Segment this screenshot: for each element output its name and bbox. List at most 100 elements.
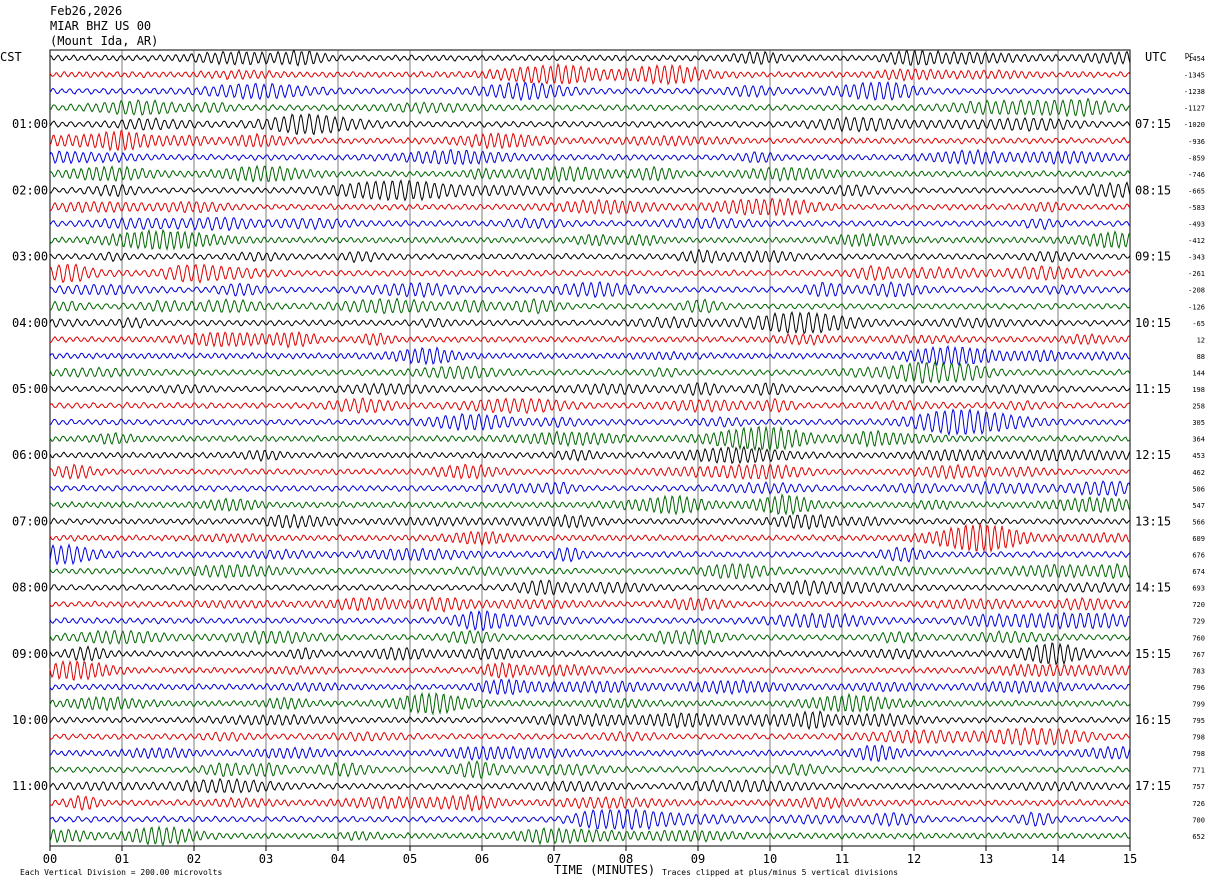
- dc-offset-label: 506: [1192, 485, 1205, 493]
- dc-offset-label: 693: [1192, 585, 1205, 593]
- seismic-trace: [49, 148, 1131, 166]
- seismic-trace: [49, 691, 1131, 716]
- seismic-trace: [49, 197, 1131, 217]
- dc-offset-label: 720: [1192, 601, 1205, 609]
- x-tick-label: 01: [115, 852, 129, 866]
- x-tick-label: 02: [187, 852, 201, 866]
- dc-offset-label: -1345: [1184, 72, 1205, 80]
- seismic-trace: [49, 445, 1131, 465]
- dc-offset-label: -583: [1188, 204, 1205, 212]
- seismic-trace: [49, 759, 1131, 780]
- seismic-trace: [49, 408, 1131, 437]
- right-hour-labels: 07:15 08:15 09:15 10:15 11:15 12:15 13:15 14:15…: [1135, 117, 1171, 793]
- seismic-trace: [49, 522, 1131, 554]
- right-hour-label: 15:15: [1135, 647, 1171, 661]
- seismic-trace: [49, 825, 1131, 847]
- dc-offset-label: 799: [1192, 700, 1205, 708]
- dc-offset-label: 783: [1192, 667, 1205, 675]
- location-label: (Mount Ida, AR): [50, 34, 158, 48]
- x-tick-labels: 00 01 02 03 04 05 06 07 08 09 10 11 12 13 14 15: [43, 846, 1137, 866]
- dc-offset-label: -936: [1188, 138, 1205, 146]
- seismic-trace: [49, 97, 1131, 118]
- dc-offset-label: -746: [1188, 171, 1205, 179]
- seismic-trace: [49, 628, 1131, 646]
- dc-offset-label: 798: [1192, 734, 1205, 742]
- dc-offset-label: 757: [1192, 783, 1205, 791]
- left-hour-label: 08:00: [12, 581, 48, 595]
- seismic-trace: [49, 562, 1131, 580]
- dc-offset-label: 198: [1192, 386, 1205, 394]
- dc-offset-label: 547: [1192, 502, 1205, 510]
- dc-offset-label: 88: [1197, 353, 1205, 361]
- seismic-trace: [49, 228, 1131, 252]
- date-label: Feb26,2026: [50, 4, 122, 18]
- right-hour-label: 16:15: [1135, 713, 1171, 727]
- dc-offset-label: 767: [1192, 651, 1205, 659]
- seismic-trace: [49, 777, 1131, 794]
- dc-offset-label: 771: [1192, 767, 1205, 775]
- dc-offset-label: -665: [1188, 187, 1205, 195]
- right-hour-label: 07:15: [1135, 117, 1171, 131]
- dc-offset-label: -1127: [1184, 105, 1205, 113]
- clip-note: Traces clipped at plus/minus 5 vertical …: [662, 868, 898, 877]
- left-hour-label: 10:00: [12, 713, 48, 727]
- seismic-trace: [49, 425, 1131, 453]
- dc-offset-label: 798: [1192, 750, 1205, 758]
- seismic-trace: [49, 793, 1131, 812]
- seismic-trace: [49, 113, 1131, 136]
- dc-offset-label: -126: [1188, 303, 1205, 311]
- left-axis-label: CST: [0, 50, 22, 64]
- dc-offset-label: 453: [1192, 452, 1205, 460]
- dc-offset-label: -859: [1188, 154, 1205, 162]
- seismic-trace: [49, 659, 1131, 681]
- left-hour-labels: 01:00 02:00 03:00 04:00 05:00 06:00 07:00 08:00…: [12, 117, 48, 793]
- seismic-trace: [49, 463, 1131, 480]
- seismic-trace: [49, 726, 1131, 746]
- left-hour-label: 02:00: [12, 183, 48, 197]
- dc-offset-label: -1238: [1184, 88, 1205, 96]
- right-hour-label: 17:15: [1135, 779, 1171, 793]
- station-label: MIAR BHZ US 00: [50, 19, 151, 33]
- dc-offset-label: -1454: [1184, 55, 1205, 63]
- dc-offset-label: -65: [1192, 320, 1205, 328]
- right-axis-label: UTC: [1145, 50, 1167, 64]
- dc-offset-label: 609: [1192, 535, 1205, 543]
- dc-offset-label: 796: [1192, 684, 1205, 692]
- seismic-traces: [49, 49, 1131, 847]
- dc-offset-label: 652: [1192, 833, 1205, 841]
- dc-offset-label: 462: [1192, 469, 1205, 477]
- grid-lines: [49, 49, 1131, 847]
- dc-offset-label: 364: [1192, 436, 1205, 444]
- x-tick-label: 08: [619, 852, 633, 866]
- right-hour-label: 09:15: [1135, 250, 1171, 264]
- seismic-trace: [49, 678, 1131, 696]
- seismic-trace: [49, 49, 1131, 67]
- seismic-trace: [49, 281, 1131, 299]
- dc-offset-label: 144: [1192, 369, 1205, 377]
- seismic-trace: [49, 397, 1131, 415]
- x-tick-label: 12: [907, 852, 921, 866]
- x-tick-label: 04: [331, 852, 345, 866]
- left-hour-label: 06:00: [12, 448, 48, 462]
- dc-label: DC: [1185, 52, 1193, 60]
- x-tick-label: 06: [475, 852, 489, 866]
- right-hour-label: 12:15: [1135, 448, 1171, 462]
- seismic-trace: [49, 744, 1131, 762]
- seismic-trace: [49, 330, 1131, 349]
- seismic-trace: [49, 480, 1131, 497]
- seismic-trace: [49, 360, 1131, 384]
- dc-offset-label: -343: [1188, 254, 1205, 262]
- right-hour-label: 14:15: [1135, 581, 1171, 595]
- seismic-trace: [49, 579, 1131, 597]
- dc-offset-label: 12: [1197, 336, 1205, 344]
- seismic-trace: [49, 642, 1131, 666]
- right-hour-label: 13:15: [1135, 514, 1171, 528]
- seismic-trace: [49, 263, 1131, 284]
- dc-offset-label: 305: [1192, 419, 1205, 427]
- x-tick-label: 09: [691, 852, 705, 866]
- x-tick-label: 11: [835, 852, 849, 866]
- x-tick-label: 15: [1123, 852, 1137, 866]
- seismic-trace: [49, 710, 1131, 731]
- seismic-trace: [49, 543, 1131, 566]
